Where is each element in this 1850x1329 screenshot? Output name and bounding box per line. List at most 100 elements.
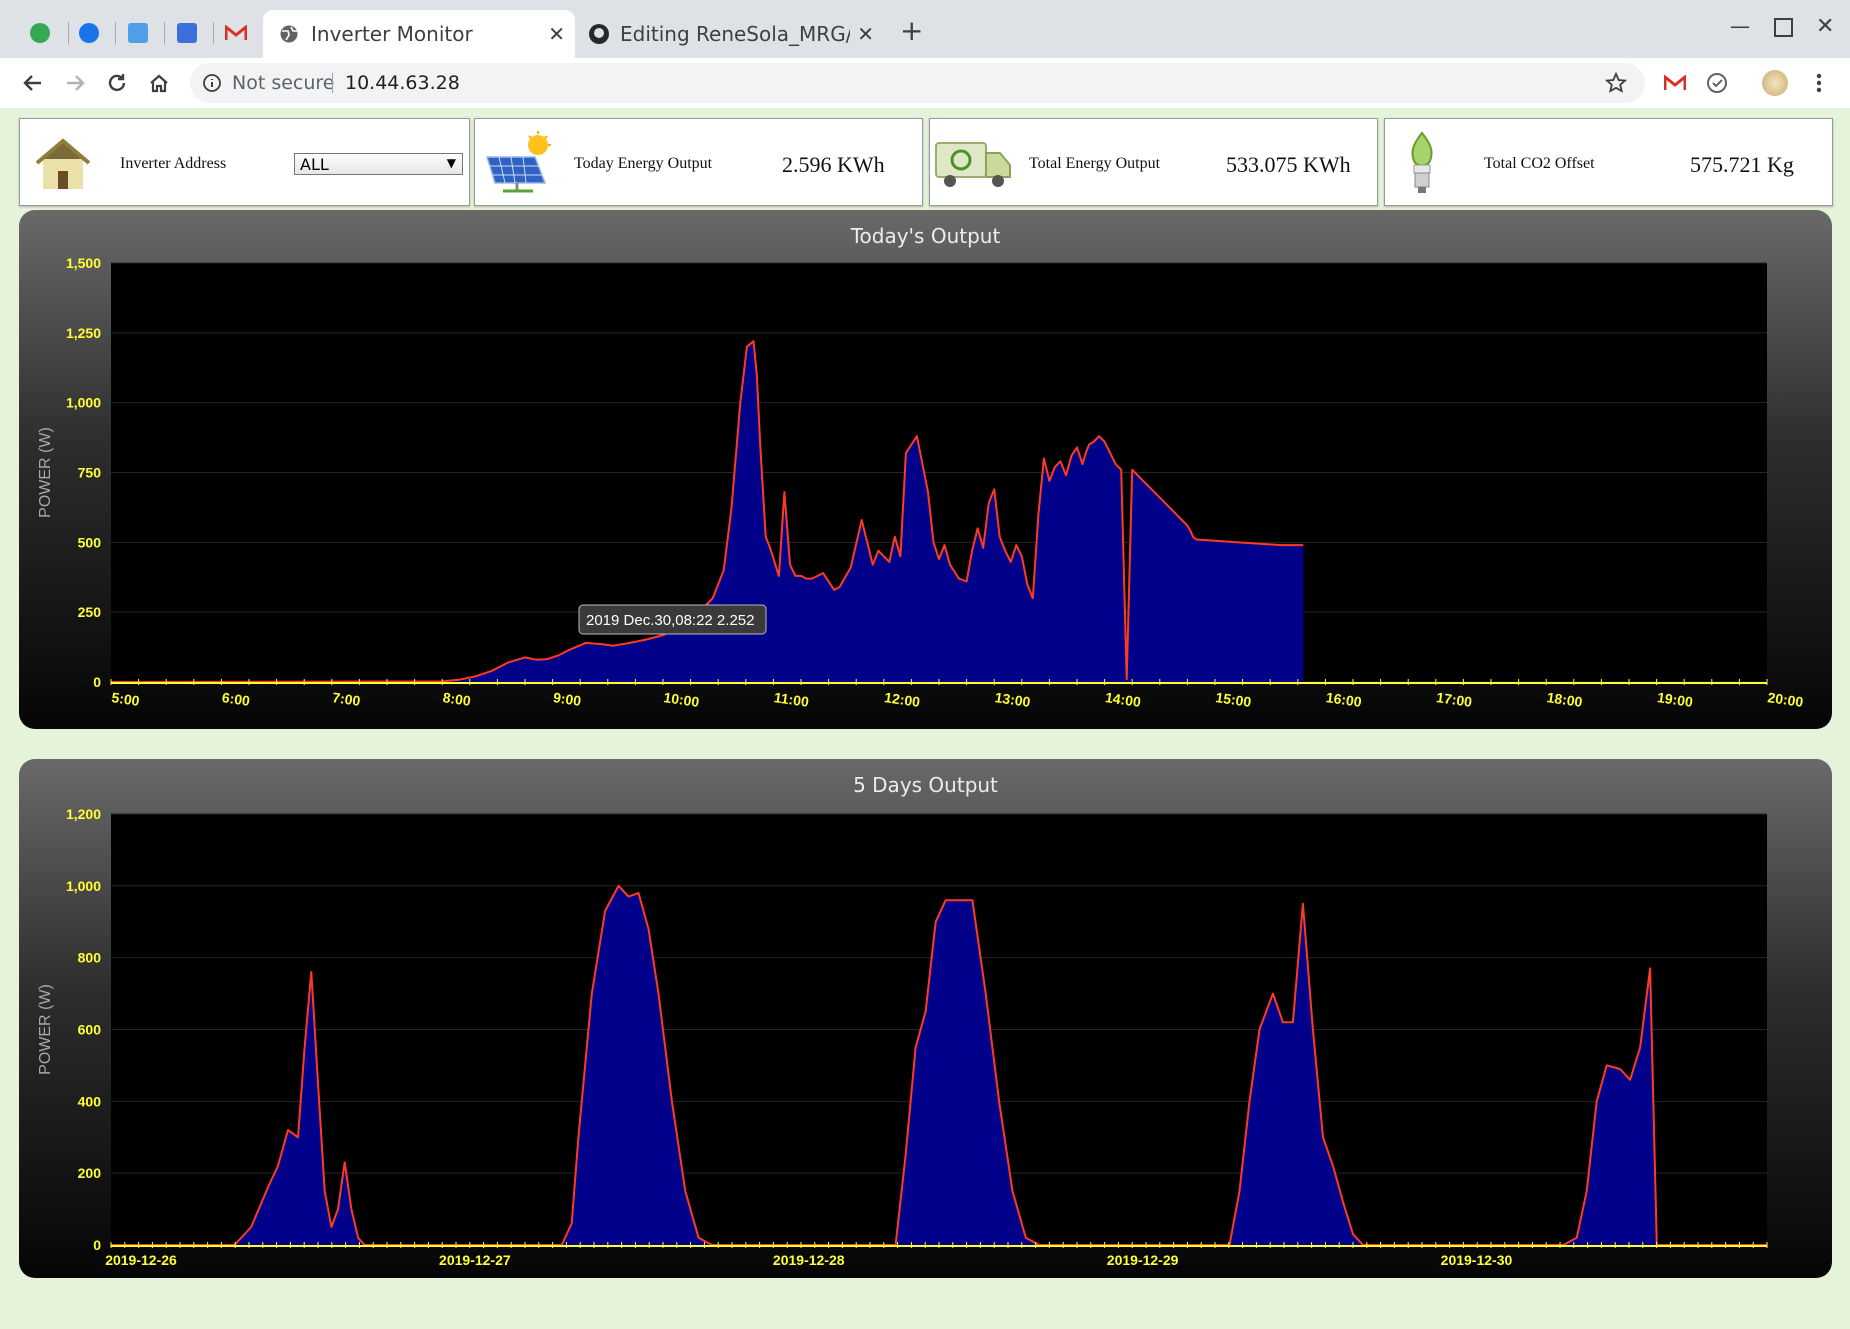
home-icon bbox=[150, 74, 168, 93]
total-energy-label: Total Energy Output bbox=[1029, 155, 1161, 172]
new-tab-button[interactable]: + bbox=[900, 14, 924, 47]
x-tick-label: 15:00 bbox=[1215, 689, 1253, 710]
y-tick-label: 500 bbox=[78, 534, 102, 550]
pinned-tab-calendar[interactable] bbox=[164, 18, 210, 48]
y-tick-label: 1,250 bbox=[66, 325, 101, 341]
tooltip-text: 2019 Dec.30,08:22 2.252 bbox=[586, 612, 754, 629]
globe-icon bbox=[280, 25, 298, 43]
back-arrow-icon bbox=[23, 75, 41, 91]
green-badge-icon bbox=[30, 23, 50, 43]
tab-separator bbox=[115, 22, 116, 44]
todo-extension-button[interactable] bbox=[1702, 68, 1732, 98]
x-tick-label: 2019-12-26 bbox=[105, 1252, 177, 1268]
x-tick-label: 8:00 bbox=[442, 689, 472, 709]
today-energy-value: 2.596 KWh bbox=[782, 152, 885, 177]
profile-button[interactable] bbox=[1760, 68, 1790, 98]
maximize-icon bbox=[1774, 18, 1793, 37]
x-tick-label: 16:00 bbox=[1325, 689, 1363, 710]
recycling-truck-icon bbox=[935, 142, 1011, 187]
x-tick-label: 6:00 bbox=[221, 689, 251, 709]
x-tick-label: 9:00 bbox=[552, 689, 582, 709]
gmail-icon bbox=[1664, 75, 1686, 90]
series-area bbox=[111, 341, 1304, 682]
today-output-title: Today's Output bbox=[850, 224, 1001, 248]
tooltip-box bbox=[578, 604, 767, 635]
x-tick-label: 20:00 bbox=[1767, 689, 1805, 710]
gmail-extension-button[interactable] bbox=[1660, 68, 1690, 98]
y-tick-label: 0 bbox=[93, 674, 101, 690]
menu-button[interactable] bbox=[1804, 68, 1834, 98]
x-tick-label: 19:00 bbox=[1656, 689, 1694, 710]
tab-editing-renesola[interactable]: Editing ReneSola_MRG/RE ✕ bbox=[578, 10, 884, 58]
pinned-tab-gmail[interactable] bbox=[213, 18, 259, 48]
x-tick-label: 13:00 bbox=[994, 689, 1032, 710]
forward-arrow-icon bbox=[67, 75, 85, 91]
x-tick-label: 11:00 bbox=[773, 689, 810, 710]
y-tick-label: 800 bbox=[78, 950, 102, 966]
pinned-tab-chat[interactable] bbox=[66, 18, 112, 48]
close-tab-icon[interactable]: ✕ bbox=[548, 22, 565, 46]
co2-offset-card: Total CO2 Offset 575.721 Kg bbox=[1384, 118, 1833, 206]
x-tick-label: 14:00 bbox=[1104, 689, 1142, 710]
x-tick-label: 5:00 bbox=[111, 689, 141, 709]
tab-label: Editing ReneSola_MRG/RE bbox=[620, 22, 850, 46]
tab-separator bbox=[164, 22, 165, 44]
avatar bbox=[1762, 70, 1788, 96]
inverter-address-select[interactable]: ALL ▼ bbox=[294, 153, 463, 175]
co2-offset-value: 575.721 Kg bbox=[1690, 152, 1794, 177]
home-button[interactable] bbox=[144, 68, 174, 98]
x-tick-label: 2019-12-28 bbox=[773, 1252, 845, 1268]
inverter-address-selected: ALL bbox=[300, 155, 329, 174]
info-icon[interactable] bbox=[202, 73, 222, 93]
maximize-button[interactable] bbox=[1774, 10, 1793, 37]
dropdown-arrow-icon: ▼ bbox=[446, 156, 456, 170]
y-axis-label: POWER (W) bbox=[37, 427, 54, 518]
url-text[interactable]: 10.44.63.28 bbox=[345, 72, 460, 94]
close-tab-icon[interactable]: ✕ bbox=[857, 22, 874, 46]
five-days-output-title: 5 Days Output bbox=[853, 773, 998, 797]
address-bar[interactable]: Not secure 10.44.63.28 bbox=[190, 63, 1645, 103]
today-energy-card: Today Energy Output 2.596 KWh bbox=[474, 118, 923, 206]
gmail-icon bbox=[225, 25, 247, 40]
x-tick-label: 2019-12-30 bbox=[1441, 1252, 1513, 1268]
browser-toolbar: Not secure 10.44.63.28 bbox=[0, 58, 1850, 109]
x-tick-label: 17:00 bbox=[1435, 689, 1473, 710]
solar-panel-icon bbox=[485, 131, 551, 193]
close-window-button[interactable]: ✕ bbox=[1816, 14, 1835, 39]
pinned-tab-home[interactable] bbox=[115, 18, 161, 48]
x-tick-label: 7:00 bbox=[331, 689, 361, 709]
reload-icon bbox=[108, 74, 126, 92]
pinned-tab-green[interactable] bbox=[17, 18, 63, 48]
total-energy-value: 533.075 KWh bbox=[1226, 152, 1351, 177]
x-tick-label: 10:00 bbox=[663, 689, 701, 710]
reload-button[interactable] bbox=[102, 68, 132, 98]
y-tick-label: 250 bbox=[78, 604, 102, 620]
calendar-icon bbox=[177, 23, 197, 43]
y-tick-label: 750 bbox=[78, 465, 102, 481]
x-tick-label: 12:00 bbox=[883, 689, 921, 710]
x-tick-label: 18:00 bbox=[1546, 689, 1584, 710]
back-button[interactable] bbox=[18, 68, 48, 98]
eco-bulb-icon bbox=[1411, 131, 1433, 193]
check-circle-icon bbox=[1707, 73, 1727, 93]
tab-inverter-monitor[interactable]: Inverter Monitor ✕ bbox=[263, 10, 575, 58]
minimize-button[interactable]: — bbox=[1730, 14, 1750, 38]
y-tick-label: 200 bbox=[78, 1165, 102, 1181]
y-tick-label: 600 bbox=[78, 1022, 102, 1038]
star-icon[interactable] bbox=[1605, 72, 1627, 94]
tab-separator bbox=[213, 22, 214, 44]
series-area bbox=[111, 885, 1767, 1245]
inverter-address-label: Inverter Address bbox=[120, 155, 227, 172]
omnibox-divider bbox=[332, 73, 333, 93]
x-tick-label: 2019-12-27 bbox=[439, 1252, 511, 1268]
browser-tab-strip: Inverter Monitor ✕ Editing ReneSola_MRG/… bbox=[0, 0, 1850, 58]
y-tick-label: 0 bbox=[93, 1237, 101, 1253]
chart-tooltip: 2019 Dec.30,08:22 2.252 bbox=[578, 604, 767, 635]
today-energy-label: Today Energy Output bbox=[574, 155, 713, 172]
x-tick-label: 2019-12-29 bbox=[1107, 1252, 1179, 1268]
forward-button[interactable] bbox=[60, 68, 90, 98]
y-tick-label: 1,000 bbox=[66, 395, 101, 411]
tab-label: Inverter Monitor bbox=[311, 22, 473, 46]
house-icon bbox=[35, 138, 91, 189]
github-icon bbox=[589, 24, 609, 44]
